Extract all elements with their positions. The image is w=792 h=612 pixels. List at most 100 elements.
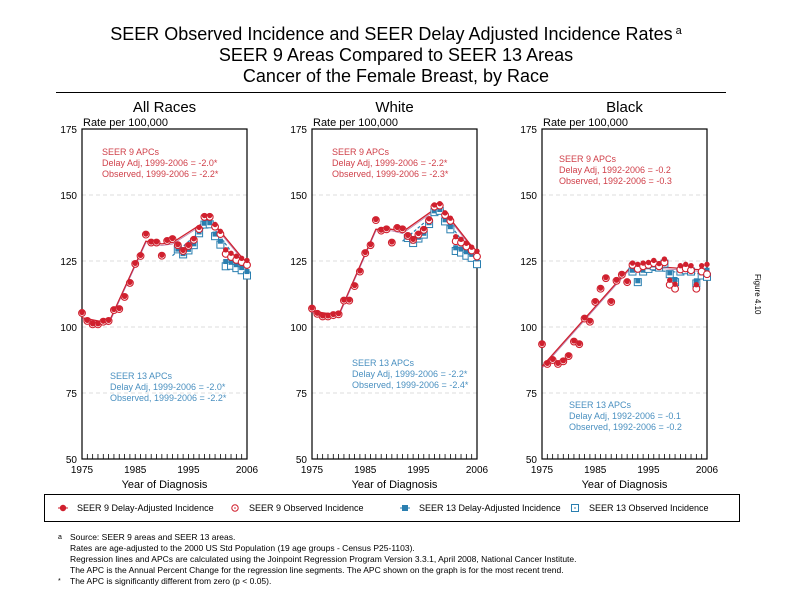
seer13-delay-point <box>672 276 678 282</box>
footnote-line: Source: SEER 9 areas and SEER 13 areas. <box>70 532 236 542</box>
seer9-delay-point <box>238 255 245 261</box>
seer9-delay-point <box>468 244 475 250</box>
footnote-a: a Source: SEER 9 areas and SEER 13 areas… <box>58 532 577 576</box>
seer9-delay-point <box>95 321 101 327</box>
x-axis-label: Year of Diagnosis <box>352 479 438 491</box>
seer9-apc-observed: Observed, 1999-2006 = -2.2* <box>102 169 219 179</box>
filled-square-marker-icon <box>400 505 410 511</box>
seer13-delay-point <box>442 217 448 223</box>
seer9-delay-point <box>100 318 106 324</box>
seer9-delay-point <box>325 313 331 319</box>
panel-title: White <box>375 99 413 116</box>
seer9-delay-point <box>341 297 347 303</box>
seer9-delay-point <box>362 249 368 256</box>
legend-label: SEER 9 Observed Incidence <box>249 503 364 513</box>
seer9-delay-point <box>458 236 464 242</box>
x-axis-label: Year of Diagnosis <box>122 479 208 491</box>
seer9-delay-point <box>581 315 588 321</box>
seer9-delay-point <box>463 240 470 246</box>
y-tick-label: 150 <box>520 191 537 202</box>
seer9-apc-observed: Observed, 1999-2006 = -2.3* <box>332 169 449 179</box>
y-tick-label: 75 <box>66 389 78 400</box>
seer13-apc-observed: Observed, 1992-2006 = -0.2 <box>569 422 682 432</box>
seer13-delay-point <box>693 278 699 284</box>
seer9-delay-point <box>683 261 689 268</box>
seer13-delay-point <box>458 246 464 252</box>
seer9-delay-point <box>335 311 342 317</box>
seer9-apc-delay: Delay Adj, 1992-2006 = -0.2 <box>559 165 671 175</box>
title-line-2: SEER 9 Areas Compared to SEER 13 Areas <box>218 45 574 65</box>
seer9-delay-point <box>143 231 149 237</box>
x-tick-label: 1995 <box>177 465 200 476</box>
seer9-delay-point <box>597 285 604 291</box>
title-divider <box>56 92 726 93</box>
seer9-delay-point <box>447 215 454 221</box>
plot-frame <box>311 128 478 460</box>
seer13-delay-point <box>239 265 245 271</box>
x-tick-label: 1975 <box>71 465 94 476</box>
seer13-apc-heading: SEER 13 APCs <box>110 371 173 381</box>
x-tick-label: 1985 <box>584 465 607 476</box>
seer13-delay-point <box>228 259 234 265</box>
seer9-delay-point <box>549 356 556 363</box>
seer9-delay-point <box>127 279 133 286</box>
seer13-delay-point <box>191 241 197 247</box>
seer13-observed-point <box>473 260 481 269</box>
seer9-delay-point <box>378 227 384 233</box>
seer9-delay-point <box>587 318 593 324</box>
seer13-delay-point <box>640 267 646 273</box>
y-axis-label: Rate per 100,000 <box>543 117 628 129</box>
y-tick-label: 75 <box>526 389 538 400</box>
seer9-delay-point <box>672 281 678 287</box>
seer13-apc-delay: Delay Adj, 1999-2006 = -2.2* <box>352 369 468 379</box>
legend-label: SEER 13 Observed Incidence <box>589 503 709 513</box>
seer9-delay-point <box>688 262 694 269</box>
seer13-apc-delay: Delay Adj, 1999-2006 = -2.0* <box>110 382 226 392</box>
seer9-delay-point <box>191 236 197 242</box>
seer13-delay-point <box>244 269 250 275</box>
seer9-delay-point <box>84 317 91 324</box>
seer9-apc-heading: SEER 9 APCs <box>102 147 160 157</box>
y-tick-label: 75 <box>296 389 308 400</box>
legend-item-seer13-observed: SEER 13 Observed Incidence <box>569 503 709 513</box>
seer9-delay-point <box>185 242 192 249</box>
seer9-delay-point <box>132 260 138 267</box>
seer13-delay-point <box>667 270 673 276</box>
seer13-delay-point <box>447 224 453 230</box>
seer9-observed-point <box>473 252 481 261</box>
seer13-apc-heading: SEER 13 APCs <box>569 400 632 410</box>
figure-label: Figure 4.10 <box>753 274 762 315</box>
seer9-delay-point <box>603 274 609 281</box>
seer9-delay-point <box>645 259 652 266</box>
seer9-delay-point <box>667 277 673 283</box>
seer9-delay-point <box>357 268 363 274</box>
seer9-delay-point <box>656 260 662 267</box>
x-tick-label: 1995 <box>637 465 660 476</box>
seer9-delay-point <box>116 305 122 312</box>
seer9-apc-observed: Observed, 1992-2006 = -0.3 <box>559 176 672 186</box>
x-tick-label: 1985 <box>354 465 377 476</box>
seer9-delay-point <box>571 338 577 344</box>
seer13-apc-heading: SEER 13 APCs <box>352 358 415 368</box>
seer9-delay-point <box>196 224 202 231</box>
y-tick-label: 175 <box>60 125 77 136</box>
seer13-delay-point <box>212 231 218 237</box>
seer9-delay-point <box>105 317 112 324</box>
plot-frame <box>81 128 248 460</box>
seer9-delay-point <box>399 226 406 232</box>
plot-frame <box>541 128 708 460</box>
seer9-delay-point <box>437 200 443 207</box>
seer9-delay-point <box>405 232 411 239</box>
seer9-delay-point <box>442 210 448 216</box>
x-tick-label: 1975 <box>531 465 554 476</box>
seer13-delay-point <box>223 259 229 265</box>
y-tick-label: 125 <box>290 257 307 268</box>
y-tick-label: 175 <box>290 125 307 136</box>
seer9-delay-point <box>121 293 128 300</box>
seer13-delay-point <box>463 249 469 255</box>
seer13-delay-point <box>217 238 223 244</box>
seer9-delay-point <box>148 239 154 245</box>
seer13-apc-observed: Observed, 1999-2006 = -2.4* <box>352 380 469 390</box>
